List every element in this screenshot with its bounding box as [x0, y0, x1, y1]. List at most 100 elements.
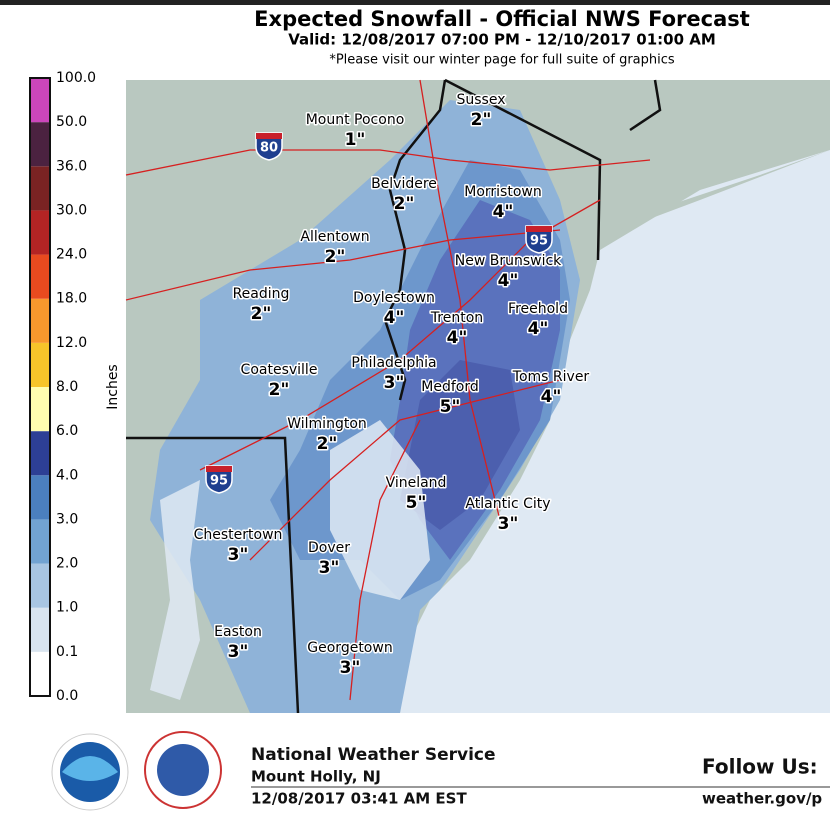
snow-amount: 5"	[406, 493, 427, 513]
city-name: Freehold	[508, 301, 568, 317]
noaa-bird	[62, 756, 118, 781]
city-name: Toms River	[512, 369, 590, 385]
legend-bin	[30, 166, 50, 211]
legend-label: 0.0	[56, 688, 78, 704]
city-name: Easton	[214, 624, 262, 640]
legend-label: 8.0	[56, 379, 78, 395]
legend-label: 12.0	[56, 335, 87, 351]
top-bar	[0, 0, 830, 5]
legend-label: 36.0	[56, 158, 87, 174]
map	[125, 78, 830, 714]
snow-amount: 4"	[447, 328, 468, 348]
city-name: Morristown	[464, 184, 541, 200]
state-borders	[126, 78, 662, 714]
city-name: Allentown	[300, 229, 369, 245]
legend-bin	[30, 475, 50, 520]
city-name: Doylestown	[353, 290, 435, 306]
snow-amount: 3"	[228, 545, 249, 565]
city-name: Sussex	[457, 92, 506, 108]
snow-amount: 4"	[498, 271, 519, 291]
nws-logo-inner	[157, 744, 209, 796]
legend-title: Inches	[105, 364, 121, 409]
snow-amount: 3"	[228, 642, 249, 662]
city-name: Mount Pocono	[306, 112, 405, 128]
legend-bin	[30, 342, 50, 387]
snow-amount: 3"	[498, 514, 519, 534]
legend-bin	[30, 78, 50, 123]
snow-amount: 1"	[345, 130, 366, 150]
chesapeake-bay	[150, 480, 200, 700]
legend-frame	[29, 77, 51, 697]
legend-label: 1.0	[56, 600, 78, 616]
legend-label: 0.1	[56, 644, 78, 660]
city-name: Belvidere	[371, 176, 437, 192]
snow-amount: 3"	[319, 558, 340, 578]
legend-bin	[30, 298, 50, 343]
legend-bin	[30, 431, 50, 476]
snow-amount: 4"	[541, 387, 562, 407]
legend-bin	[30, 651, 50, 696]
footer-office: Mount Holly, NJ	[251, 768, 381, 786]
interstate-shield	[525, 225, 553, 254]
snow-amount: 4"	[384, 308, 405, 328]
snow-amount: 3"	[384, 373, 405, 393]
legend-bin	[30, 254, 50, 299]
interstate-shield	[255, 132, 283, 161]
legend-bin	[30, 519, 50, 564]
snow-amount: 2"	[269, 380, 290, 400]
interstate-shield	[205, 465, 233, 494]
footer-url: weather.gov/p	[702, 790, 822, 808]
city-name: Georgetown	[307, 640, 392, 656]
city-name: Coatesville	[241, 362, 318, 378]
legend-label: 3.0	[56, 511, 78, 527]
legend-label: 6.0	[56, 423, 78, 439]
follow-us: Follow Us:	[702, 755, 818, 779]
legend-label: 50.0	[56, 114, 87, 130]
legend-label: 4.0	[56, 467, 78, 483]
snow-amount: 2"	[251, 304, 272, 324]
legend-label: 18.0	[56, 291, 87, 307]
legend-bin	[30, 210, 50, 255]
legend-label: 2.0	[56, 556, 78, 572]
city-name: Medford	[421, 379, 478, 395]
legend-label: 24.0	[56, 247, 87, 263]
snow-amount: 3"	[340, 658, 361, 678]
footer-agency: National Weather Service	[251, 745, 496, 765]
footer-issued: 12/08/2017 03:41 AM EST	[251, 790, 467, 808]
city-name: Dover	[308, 540, 350, 556]
snow-amount: 2"	[471, 110, 492, 130]
shield-number: 80	[260, 141, 278, 156]
long-island	[620, 150, 830, 230]
legend-bin	[30, 563, 50, 608]
snow-amount: 2"	[325, 247, 346, 267]
shield-number: 95	[210, 474, 228, 489]
legend-bin	[30, 122, 50, 167]
city-name: Atlantic City	[465, 496, 550, 512]
snow-amount: 5"	[440, 397, 461, 417]
snow-5in	[400, 360, 520, 530]
city-name: Wilmington	[287, 416, 367, 432]
city-name: Chestertown	[194, 527, 283, 543]
note: *Please visit our winter page for full s…	[329, 53, 675, 68]
delaware-bay	[330, 420, 430, 600]
city-name: Reading	[233, 286, 290, 302]
shield-top	[206, 466, 232, 472]
city-name: Vineland	[386, 475, 447, 491]
city-name: Philadelphia	[351, 355, 436, 371]
legend-label: 100.0	[56, 70, 96, 86]
city-name: New Brunswick	[455, 253, 562, 269]
valid-time: Valid: 12/08/2017 07:00 PM - 12/10/2017 …	[288, 31, 716, 49]
snow-amount: 4"	[528, 319, 549, 339]
snow-amount: 2"	[317, 434, 338, 454]
legend-label: 30.0	[56, 202, 87, 218]
title: Expected Snowfall - Official NWS Forecas…	[254, 7, 750, 31]
roads	[125, 79, 651, 701]
snow-amount: 4"	[493, 202, 514, 222]
shield-top	[256, 133, 282, 139]
legend-bin	[30, 607, 50, 652]
shield-top	[526, 226, 552, 232]
shield-number: 95	[530, 234, 548, 249]
city-name: Trenton	[430, 310, 483, 326]
